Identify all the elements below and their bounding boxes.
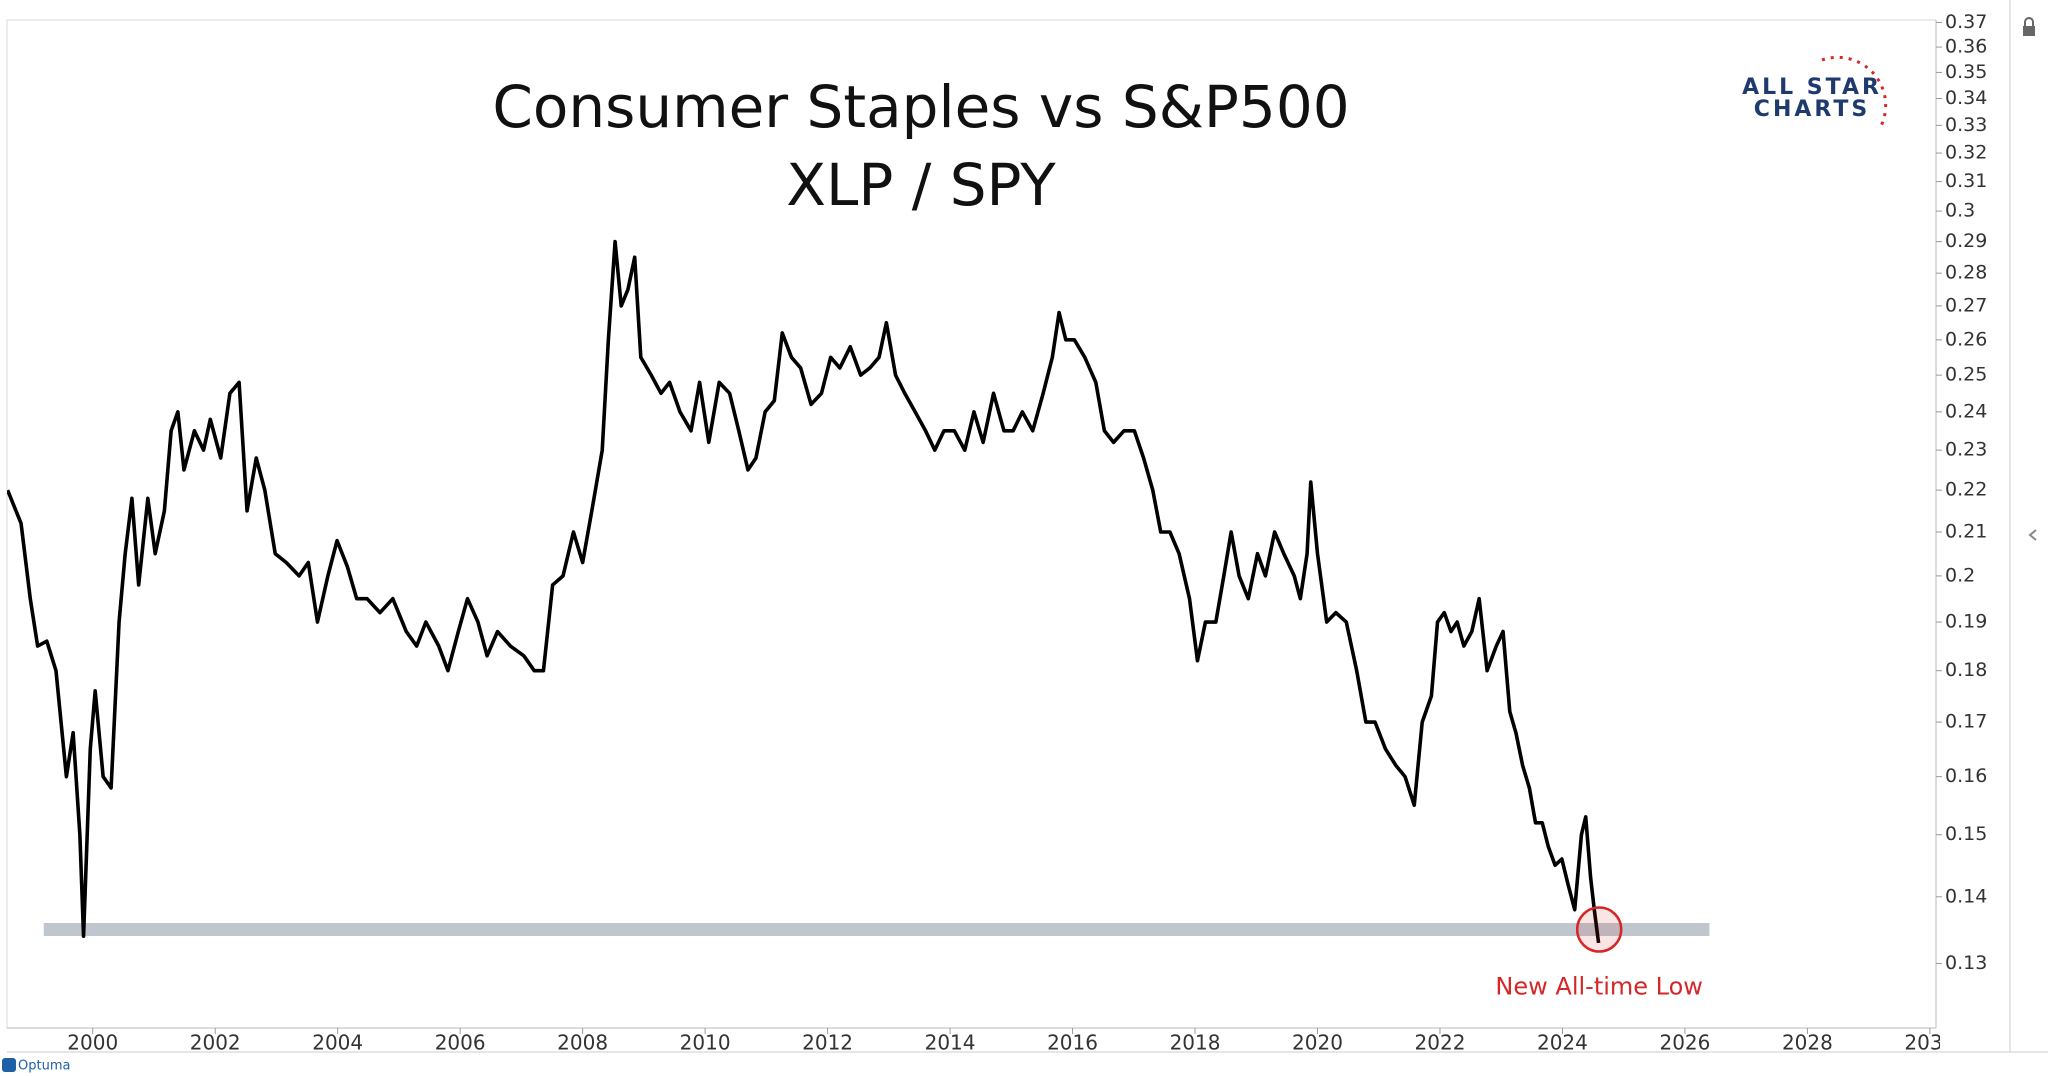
- y-tick-label: 0.16: [1945, 765, 1987, 787]
- y-tick-label: 0.28: [1945, 262, 1987, 284]
- y-tick-label: 0.3: [1945, 200, 1975, 222]
- lock-icon: [2023, 17, 2035, 36]
- y-tick-label: 0.27: [1945, 294, 1987, 316]
- y-tick-label: 0.14: [1945, 885, 1987, 907]
- x-tick-label: 2004: [312, 1031, 363, 1055]
- chart-title: Consumer Staples vs S&P500: [492, 73, 1349, 141]
- y-tick-label: 0.15: [1945, 823, 1987, 845]
- y-tick-label: 0.18: [1945, 659, 1987, 681]
- annotation-circle: [1575, 906, 1623, 953]
- y-tick-label: 0.17: [1945, 711, 1987, 733]
- x-tick-label: 2006: [435, 1031, 486, 1055]
- logo: ALL STAR CHARTS: [1742, 55, 1888, 129]
- y-tick-label: 0.22: [1945, 479, 1987, 501]
- x-tick-label: 2030: [1904, 1031, 1955, 1055]
- logo-line1: ALL STAR: [1742, 75, 1882, 100]
- collapse-icon: [2028, 529, 2037, 541]
- x-tick-label: 2018: [1170, 1031, 1221, 1055]
- x-tick-label: 2024: [1537, 1031, 1588, 1055]
- y-tick-label: 0.23: [1945, 439, 1987, 461]
- y-tick-label: 0.25: [1945, 364, 1987, 386]
- series-line: [7, 239, 1601, 944]
- x-tick-label: 2022: [1415, 1031, 1466, 1055]
- y-tick-label: 0.36: [1945, 36, 1987, 58]
- x-tick-label: 2014: [925, 1031, 976, 1055]
- x-label-clip: 2000 2002 2004 2006 2008 2010 2012 2014 2016 2018…: [67, 1031, 1955, 1055]
- y-tick-label: 0.33: [1945, 114, 1987, 136]
- y-tick-label: 0.31: [1945, 170, 1987, 192]
- x-tick-label: 2008: [557, 1031, 608, 1055]
- x-tick-label: 2026: [1659, 1031, 1710, 1055]
- y-tick-label: 0.2: [1945, 564, 1975, 586]
- y-tick-label: 0.34: [1945, 87, 1987, 109]
- logo-line2: CHARTS: [1754, 97, 1870, 122]
- y-tick-label: 0.26: [1945, 328, 1987, 350]
- y-tick-label: 0.29: [1945, 230, 1987, 252]
- footer: Optuma: [18, 1059, 70, 1074]
- y-tick-label: 0.13: [1945, 952, 1987, 974]
- x-tick-label: 2028: [1782, 1031, 1833, 1055]
- y-tick-label: 0.32: [1945, 142, 1987, 164]
- y-tick-label: 0.21: [1945, 520, 1987, 542]
- plot: [7, 239, 1710, 944]
- annotation-text: New All-time Low: [1495, 973, 1703, 1001]
- y-tick-label: 0.24: [1945, 400, 1987, 422]
- x-tick-label: 2012: [802, 1031, 853, 1055]
- x-tick-label: 2000: [67, 1031, 118, 1055]
- x-tick-label: 2002: [190, 1031, 241, 1055]
- logo-arc: [1821, 55, 1888, 129]
- y-tick-label: 0.19: [1945, 611, 1987, 633]
- plot-area: [6, 19, 1937, 1029]
- x-tick-label: 2020: [1292, 1031, 1343, 1055]
- chart-subtitle: XLP / SPY: [786, 151, 1056, 219]
- x-tick-label: 2010: [680, 1031, 731, 1055]
- y-tick-label: 0.37: [1945, 11, 1987, 33]
- y-tick-label: 0.35: [1945, 61, 1987, 83]
- footer-icon: [2, 1058, 16, 1072]
- x-tick-label: 2016: [1047, 1031, 1098, 1055]
